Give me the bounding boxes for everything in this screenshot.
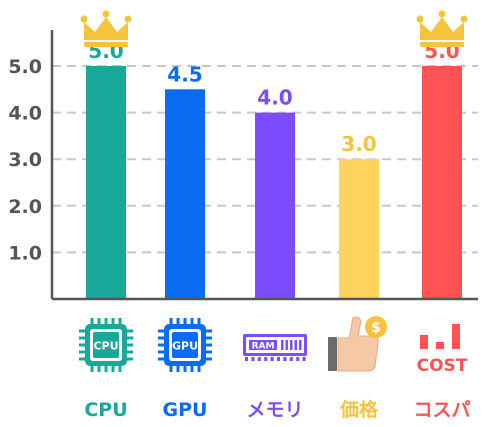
category-label: 価格: [339, 398, 379, 421]
crowns: [80, 10, 468, 47]
y-tick-label: 4.0: [8, 103, 42, 125]
bar-3: [339, 159, 379, 299]
category-icons: CPU GPU RAM $ COST: [79, 316, 468, 376]
category-label: GPU: [163, 399, 208, 421]
category-label: メモリ: [246, 399, 303, 421]
category-label: CPU: [84, 399, 127, 421]
price-icon: $: [328, 316, 387, 372]
bar-1: [165, 89, 205, 299]
bar-4: [422, 66, 462, 299]
cost-icon: COST: [417, 324, 468, 376]
y-tick-label: 1.0: [8, 242, 42, 264]
ram-icon: RAM: [243, 334, 307, 361]
icon-text: $: [371, 320, 381, 336]
category-label: コスパ: [413, 399, 470, 421]
icon-text: CPU: [93, 340, 118, 353]
cpu-icon: CPU: [79, 318, 133, 372]
y-tick-label: 2.0: [8, 196, 42, 218]
value-label: 4.5: [167, 62, 202, 86]
y-tick-label: 3.0: [8, 149, 42, 171]
y-tick-labels: 1.0 2.0 3.0 4.0 5.0: [8, 56, 42, 264]
icon-text: RAM: [252, 342, 275, 352]
crown-icon: [416, 10, 468, 47]
category-labels: CPU GPU メモリ 価格 コスパ: [84, 398, 470, 421]
value-label: 3.0: [341, 132, 376, 156]
icon-text: COST: [417, 356, 468, 376]
bars: [86, 66, 462, 299]
crown-icon: [80, 10, 132, 47]
value-label: 4.0: [257, 86, 292, 110]
gpu-icon: GPU: [158, 318, 212, 372]
y-tick-label: 5.0: [8, 56, 42, 78]
bar-2: [255, 112, 295, 299]
icon-text: GPU: [172, 340, 198, 353]
bar-0: [86, 66, 126, 299]
